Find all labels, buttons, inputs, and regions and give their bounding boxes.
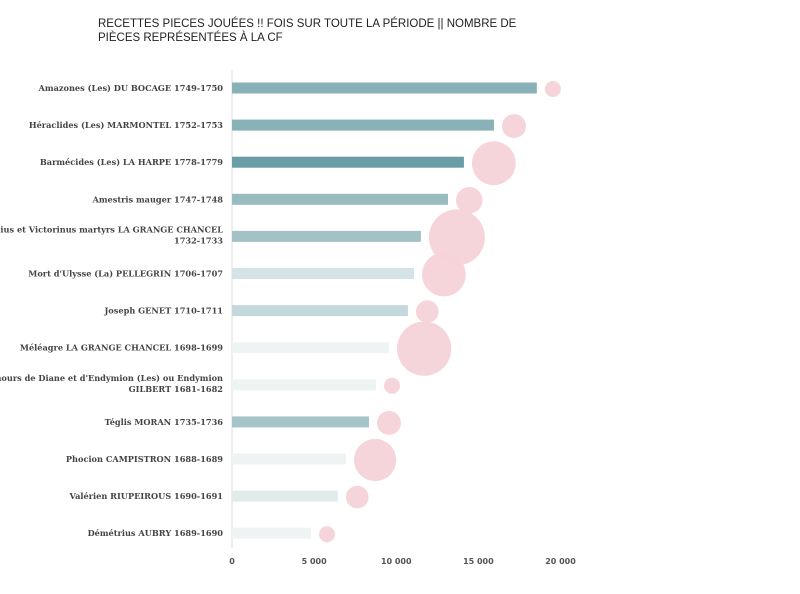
category-label: Joseph GENET 1710-1711 [103,306,223,316]
bubble [428,209,485,266]
bubble [471,141,516,186]
category-label: Amestris mauger 1747-1748 [92,194,224,204]
bubble [353,438,397,482]
bubble [376,410,401,435]
category-label: Valérien RIUPEIROUS 1690-1691 [69,491,223,501]
bar [232,156,464,168]
category-label: Démétrius AUBRY 1689-1690 [88,528,224,538]
bar [232,490,338,502]
bar [232,453,346,465]
category-label: Mort d'Ulysse (La) PELLEGRIN 1706-1707 [28,269,223,279]
bar [232,119,494,131]
bubble [455,187,483,214]
category-label: Téglis MORAN 1735-1736 [105,417,224,427]
bar [232,268,414,279]
category-label: Cassius et Victorinus martyrs LA GRANGE … [0,224,223,245]
category-label: Amours de Diane et d'Endymion (Les) ou E… [0,373,223,394]
bubble [319,526,336,543]
x-tick-label: 10 000 [381,557,412,566]
bubble [501,114,526,139]
x-tick-label: 5 000 [302,557,327,566]
bar [232,305,408,317]
category-label: Phocion CAMPISTRON 1688-1689 [66,454,223,464]
bar [232,527,312,539]
bubble [345,485,369,509]
bubble [544,81,561,97]
category-label: Amazones (Les) DU BOCAGE 1749-1750 [38,83,224,93]
bar [232,416,369,428]
bubble [421,252,466,297]
chart-title: RECETTES PIECES JOUÉES !! FOIS SUR TOUTE… [98,18,517,44]
x-tick-label: 15 000 [463,557,494,566]
bar [232,82,537,94]
bubble [415,300,439,323]
bar [232,193,448,205]
bar [232,230,421,242]
bubble [397,321,452,376]
bar [232,342,390,354]
bar [232,379,377,391]
category-label: Héraclides (Les) MARMONTEL 1752-1753 [29,120,223,130]
x-tick-label: 20 000 [545,557,576,566]
bubble [384,377,401,394]
category-label: Méléagre LA GRANGE CHANCEL 1698-1699 [20,343,223,353]
category-label: Barmécides (Les) LA HARPE 1778-1779 [40,157,223,167]
x-tick-label: 0 [229,557,235,566]
